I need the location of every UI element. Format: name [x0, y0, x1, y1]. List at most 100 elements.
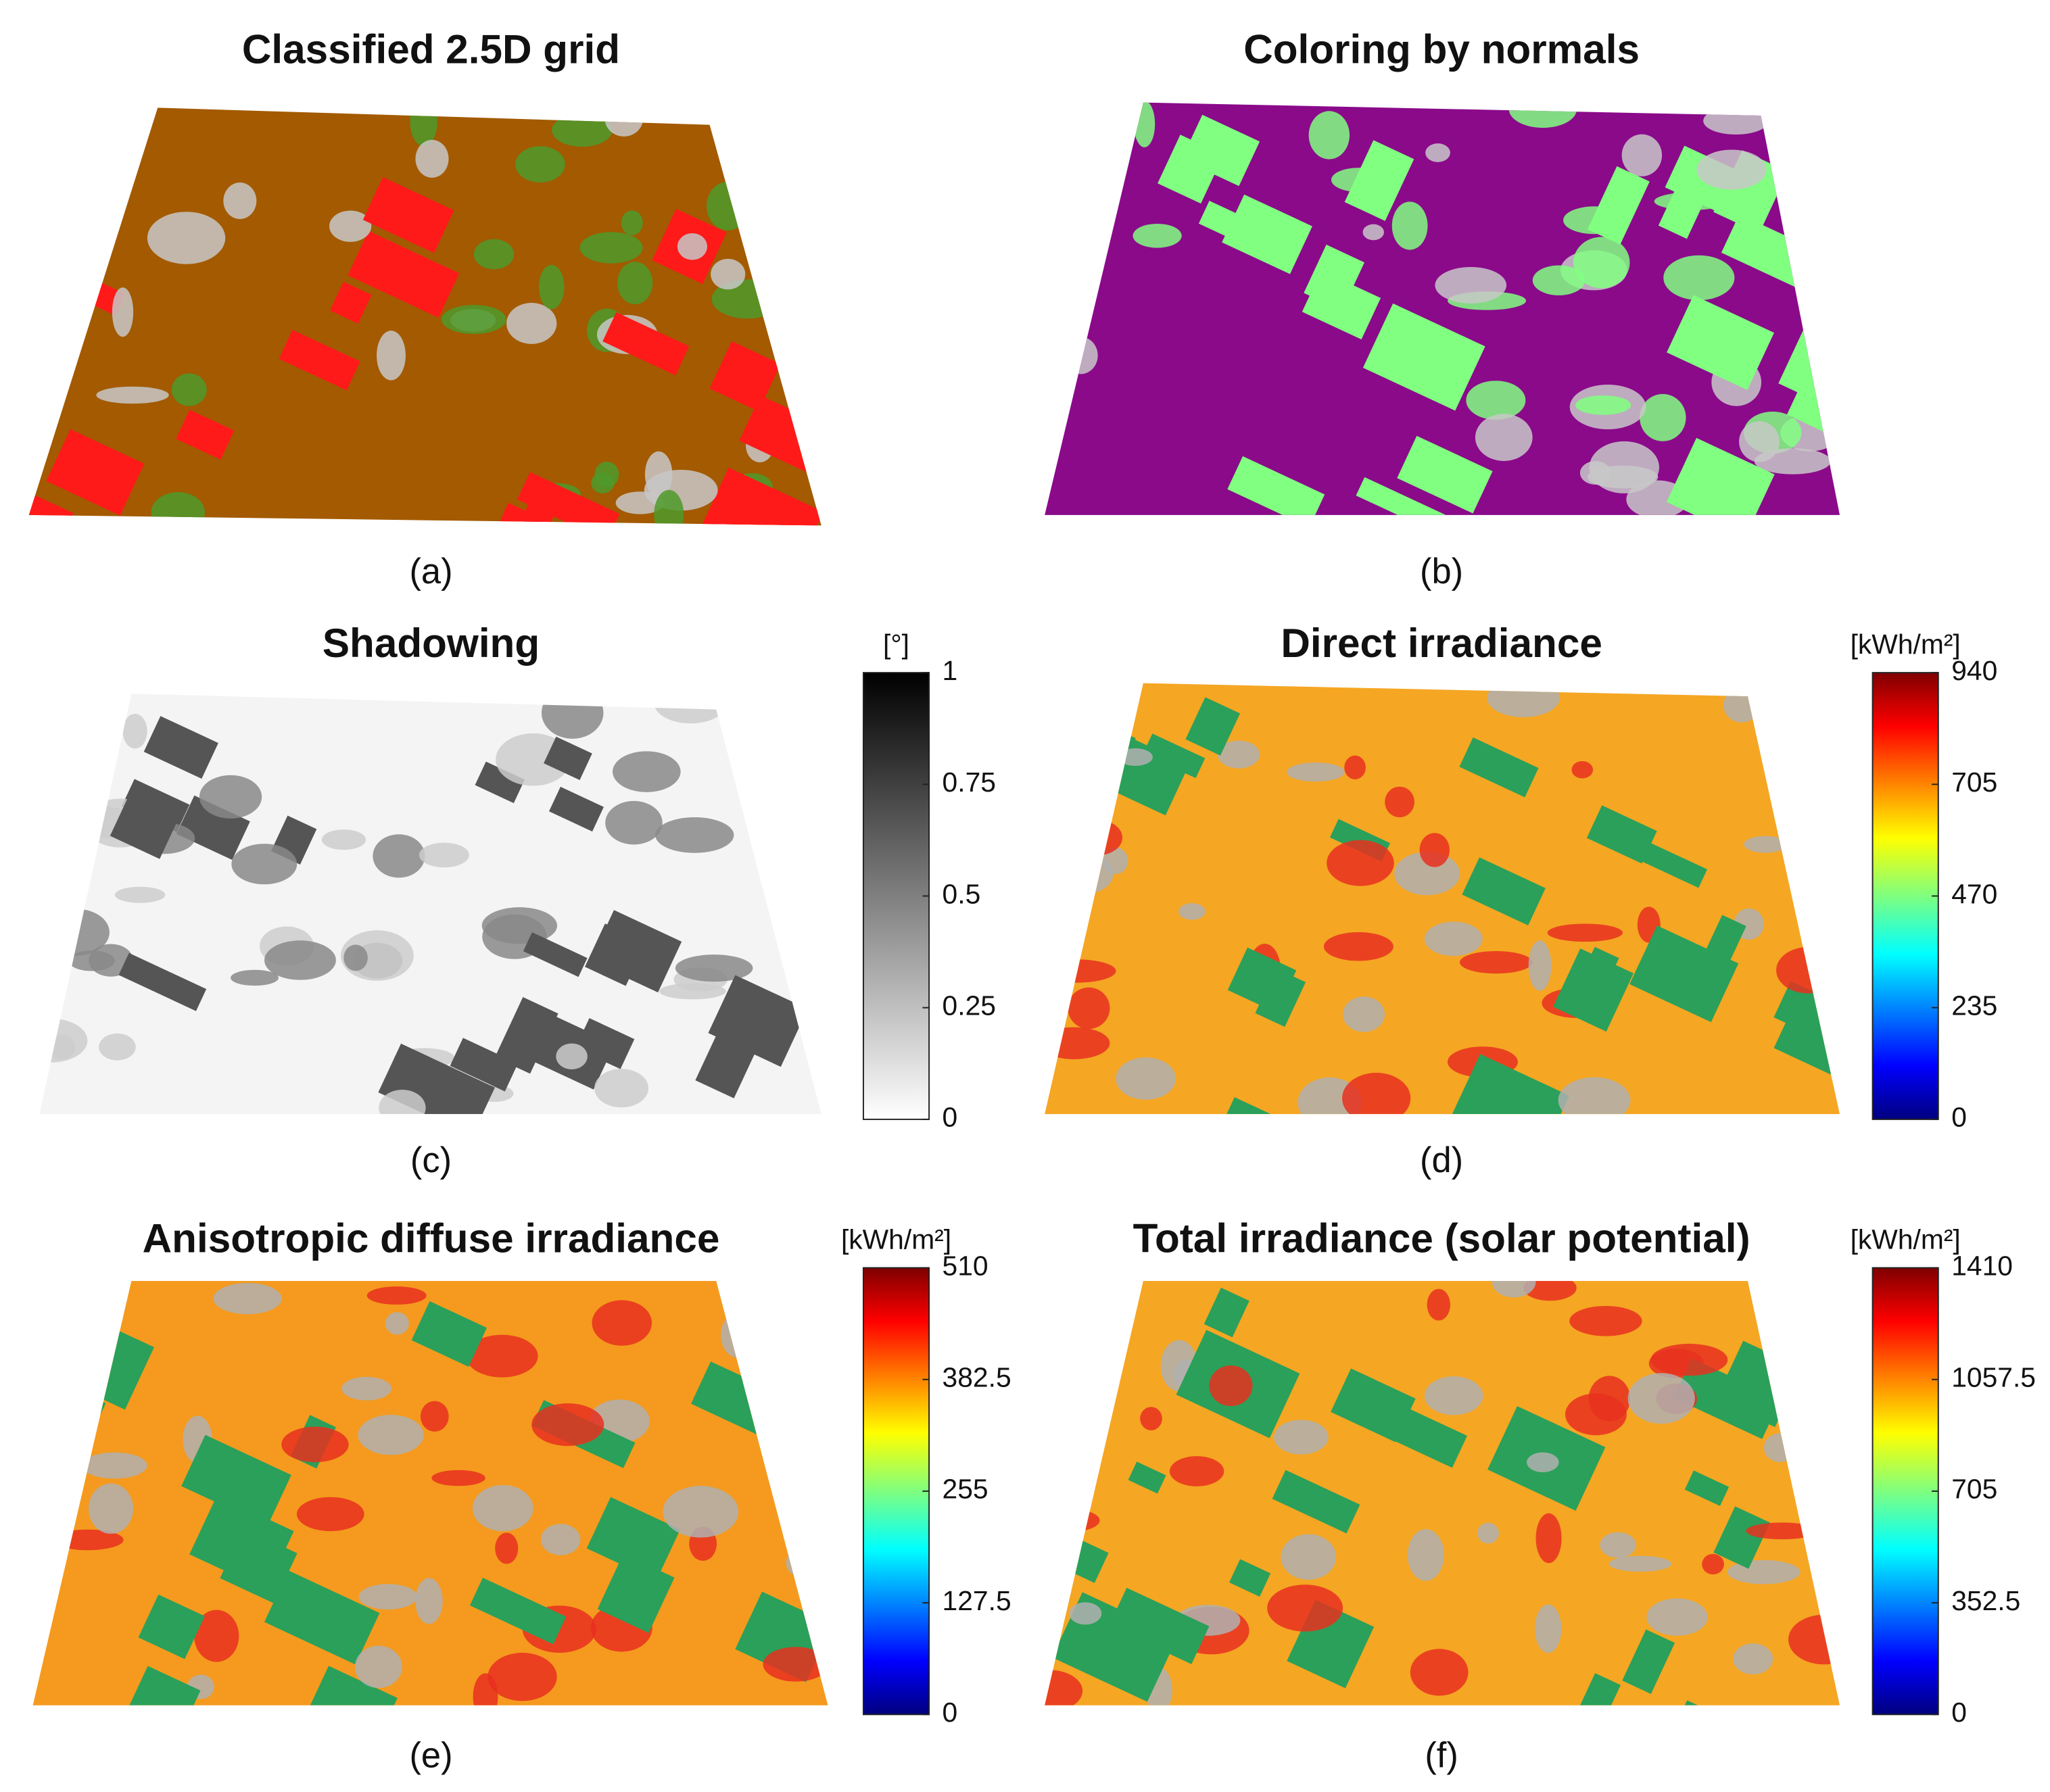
blob	[1267, 1584, 1343, 1632]
blob	[1744, 683, 1820, 708]
blob	[410, 107, 437, 147]
tick-label: 382.5	[943, 1362, 1011, 1393]
blob	[515, 146, 565, 183]
blob	[32, 1485, 45, 1520]
blob	[785, 1376, 828, 1399]
blob	[1134, 102, 1155, 147]
blob	[358, 1584, 418, 1609]
blob	[1169, 1456, 1224, 1486]
blob	[1508, 102, 1577, 128]
building	[330, 281, 372, 324]
building	[1272, 1470, 1360, 1534]
blob	[1308, 111, 1350, 160]
building	[1227, 456, 1325, 515]
tick-label: 255	[943, 1474, 988, 1505]
building	[1622, 1629, 1675, 1694]
blob	[420, 1401, 449, 1432]
building	[1613, 829, 1708, 888]
building	[118, 952, 207, 1011]
blob	[354, 1645, 402, 1689]
blob	[1650, 1343, 1728, 1376]
blob	[579, 232, 643, 264]
building	[126, 1666, 201, 1705]
blob	[1571, 760, 1594, 779]
blob	[552, 114, 613, 147]
blob	[431, 1470, 485, 1486]
building	[549, 786, 604, 832]
blob	[1723, 688, 1761, 723]
blob	[786, 262, 821, 307]
blob	[1343, 996, 1385, 1032]
blob	[223, 183, 257, 220]
blob	[1217, 740, 1260, 769]
blob	[1342, 1072, 1411, 1115]
tick-label: 0	[943, 1102, 958, 1133]
blob	[343, 944, 368, 971]
blob	[1323, 931, 1393, 961]
panel-caption: (a)	[409, 552, 452, 591]
building	[1109, 1587, 1210, 1664]
building	[1222, 194, 1312, 274]
blob	[707, 181, 750, 231]
building	[1045, 924, 1080, 978]
blob	[1344, 755, 1366, 779]
blob	[122, 713, 147, 749]
blob	[1410, 1649, 1469, 1696]
colorbar	[1872, 1267, 1939, 1716]
tick-label: 1057.5	[1951, 1362, 2036, 1393]
blob	[1045, 959, 1116, 983]
panel-title: Classified 2.5D grid	[242, 26, 620, 72]
blob	[1064, 337, 1098, 374]
building	[176, 795, 250, 861]
building	[590, 910, 682, 993]
blob	[231, 844, 297, 885]
rendering	[39, 694, 821, 1115]
building	[1181, 114, 1260, 187]
building	[469, 1578, 567, 1645]
blob	[1528, 940, 1552, 991]
blob	[721, 1312, 756, 1358]
blob	[655, 817, 734, 853]
blob	[495, 1532, 519, 1564]
building	[602, 312, 690, 376]
building	[1667, 295, 1774, 391]
blob	[1776, 947, 1840, 994]
blob	[711, 258, 746, 290]
colorbar	[1872, 672, 1939, 1120]
blob	[341, 1376, 391, 1401]
building	[1684, 1470, 1730, 1506]
blob	[1419, 833, 1450, 867]
blob	[441, 305, 506, 335]
building	[450, 1038, 519, 1092]
building	[304, 1666, 398, 1705]
blob	[199, 775, 262, 819]
tick-label: 127.5	[943, 1585, 1011, 1616]
blob	[1663, 255, 1735, 301]
building	[1356, 477, 1446, 515]
building	[1227, 947, 1297, 1013]
blob	[1746, 1522, 1819, 1540]
building	[1567, 1673, 1621, 1705]
building	[362, 177, 454, 253]
building	[176, 410, 235, 460]
blob	[1045, 1027, 1110, 1059]
building	[1713, 1506, 1771, 1569]
blob	[1385, 786, 1415, 818]
blob	[487, 1653, 557, 1701]
blob	[1477, 1522, 1500, 1544]
building	[494, 997, 558, 1074]
blob	[1075, 102, 1102, 141]
blob	[677, 233, 707, 260]
building	[786, 1366, 828, 1447]
blob	[32, 1580, 55, 1603]
blob	[1045, 1509, 1100, 1532]
blob	[592, 1300, 652, 1346]
building	[1185, 697, 1241, 756]
blob	[366, 1286, 427, 1305]
blob	[1535, 1513, 1562, 1564]
blob	[151, 491, 205, 526]
building	[1658, 173, 1712, 239]
building	[411, 1301, 487, 1367]
blob	[79, 145, 106, 162]
tick-label: 235	[1951, 990, 1997, 1021]
